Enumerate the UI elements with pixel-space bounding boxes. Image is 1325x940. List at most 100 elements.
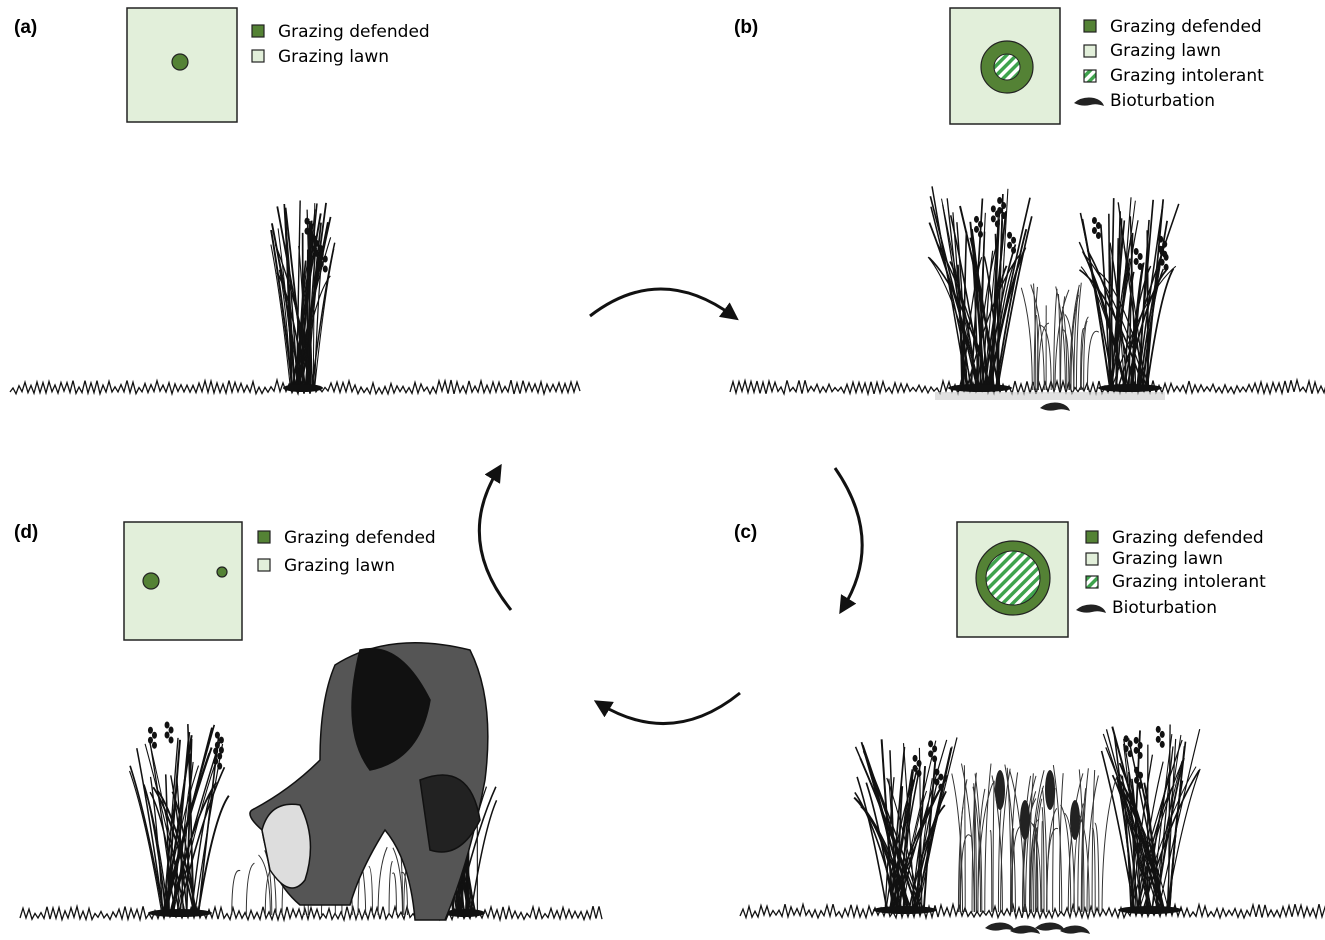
seed-head (1092, 217, 1097, 224)
legend-text: Grazing defended (1110, 17, 1262, 37)
grass-blade (389, 861, 392, 915)
panel-label: (b) (734, 17, 758, 38)
seed-head (312, 235, 317, 242)
grass-blade (1102, 777, 1117, 912)
patch (217, 567, 227, 577)
cycle-arrow (479, 470, 511, 610)
seed-head (1138, 253, 1143, 260)
legend-text: Grazing defended (284, 528, 436, 548)
legend-swatch (252, 25, 264, 37)
seed-head (219, 737, 224, 744)
legend-text: Grazing intolerant (1112, 572, 1266, 592)
seed-head (978, 231, 983, 238)
cycle-arrow (590, 289, 733, 316)
seed-head (319, 260, 324, 267)
seed-head (319, 250, 324, 257)
grass-blade (1042, 821, 1043, 912)
patch (172, 54, 188, 70)
patch-center (994, 54, 1020, 80)
seed-head (169, 736, 174, 743)
seed-head (1156, 736, 1161, 743)
seed-head (1001, 212, 1006, 219)
seed-head (148, 737, 153, 744)
grass-blade (198, 796, 229, 915)
grass-blade (990, 831, 992, 912)
tuft-base (948, 384, 1012, 392)
legend-text: Grazing intolerant (1110, 66, 1264, 86)
grass-blade (1042, 788, 1047, 912)
seed-head (312, 245, 317, 252)
seed-head (213, 748, 218, 755)
bioturbation-icon (1074, 98, 1104, 106)
legend-swatch (1084, 20, 1096, 32)
seed-head (1138, 782, 1143, 789)
spike (1045, 770, 1055, 810)
patch-center (986, 551, 1040, 605)
seed-head (1007, 232, 1012, 239)
legend-swatch (1086, 576, 1098, 588)
legend-swatch (1086, 553, 1098, 565)
seed-head (1160, 259, 1165, 266)
seed-head (323, 255, 328, 262)
seed-head (1001, 202, 1006, 209)
map-box (124, 522, 242, 640)
seed-head (1128, 750, 1133, 757)
seed-head (217, 763, 222, 770)
legend-swatch (258, 531, 270, 543)
worm (1040, 403, 1070, 411)
seed-head (309, 223, 314, 230)
seed-head (978, 221, 983, 228)
seed-head (1134, 258, 1139, 265)
tuft-base (1098, 384, 1162, 392)
legend-text: Grazing defended (278, 22, 430, 42)
seed-head (913, 765, 918, 772)
seed-head (1124, 735, 1129, 742)
tuft-base (1118, 906, 1182, 914)
legend-text: Grazing lawn (1112, 549, 1223, 569)
seed-head (1158, 246, 1163, 253)
worm (985, 923, 1015, 931)
grass-blade (195, 744, 223, 915)
seed-head (1134, 767, 1139, 774)
spike (1070, 800, 1080, 840)
seed-head (213, 758, 218, 765)
tuft-base (873, 906, 937, 914)
seed-head (1134, 777, 1139, 784)
figure: (a) Grazing defended Grazing lawn (b) Gr… (0, 0, 1325, 940)
seed-head (995, 220, 1000, 227)
grass-blade (1053, 788, 1055, 912)
grass-blade (1168, 725, 1170, 912)
grass-blade (1158, 729, 1200, 912)
seed-head (938, 784, 943, 791)
legend-swatch (252, 50, 264, 62)
spike (995, 770, 1005, 810)
seed-head (1138, 772, 1143, 779)
seed-head (1162, 241, 1167, 248)
seed-head (165, 731, 170, 738)
legend-text: Grazing lawn (278, 47, 389, 67)
seed-head (169, 726, 174, 733)
grass-blade (1021, 288, 1032, 390)
patch (143, 573, 159, 589)
seed-head (1158, 236, 1163, 243)
legend-text: Grazing lawn (1110, 41, 1221, 61)
grass-blade (985, 764, 991, 912)
panel-label: (d) (14, 522, 38, 543)
seed-head (928, 750, 933, 757)
seed-head (305, 218, 310, 225)
seed-head (152, 742, 157, 749)
seed-head (1138, 752, 1143, 759)
seed-head (1124, 745, 1129, 752)
seed-head (165, 721, 170, 728)
seed-head (1156, 726, 1161, 733)
bare-soil (935, 392, 1165, 400)
seed-head (1096, 232, 1101, 239)
seed-head (928, 740, 933, 747)
seed-head (991, 205, 996, 212)
panel-label: (c) (734, 522, 757, 543)
grass-blade (378, 847, 387, 915)
seed-head (1128, 740, 1133, 747)
seed-head (215, 732, 220, 739)
seed-head (1160, 731, 1165, 738)
seed-head (1096, 222, 1101, 229)
